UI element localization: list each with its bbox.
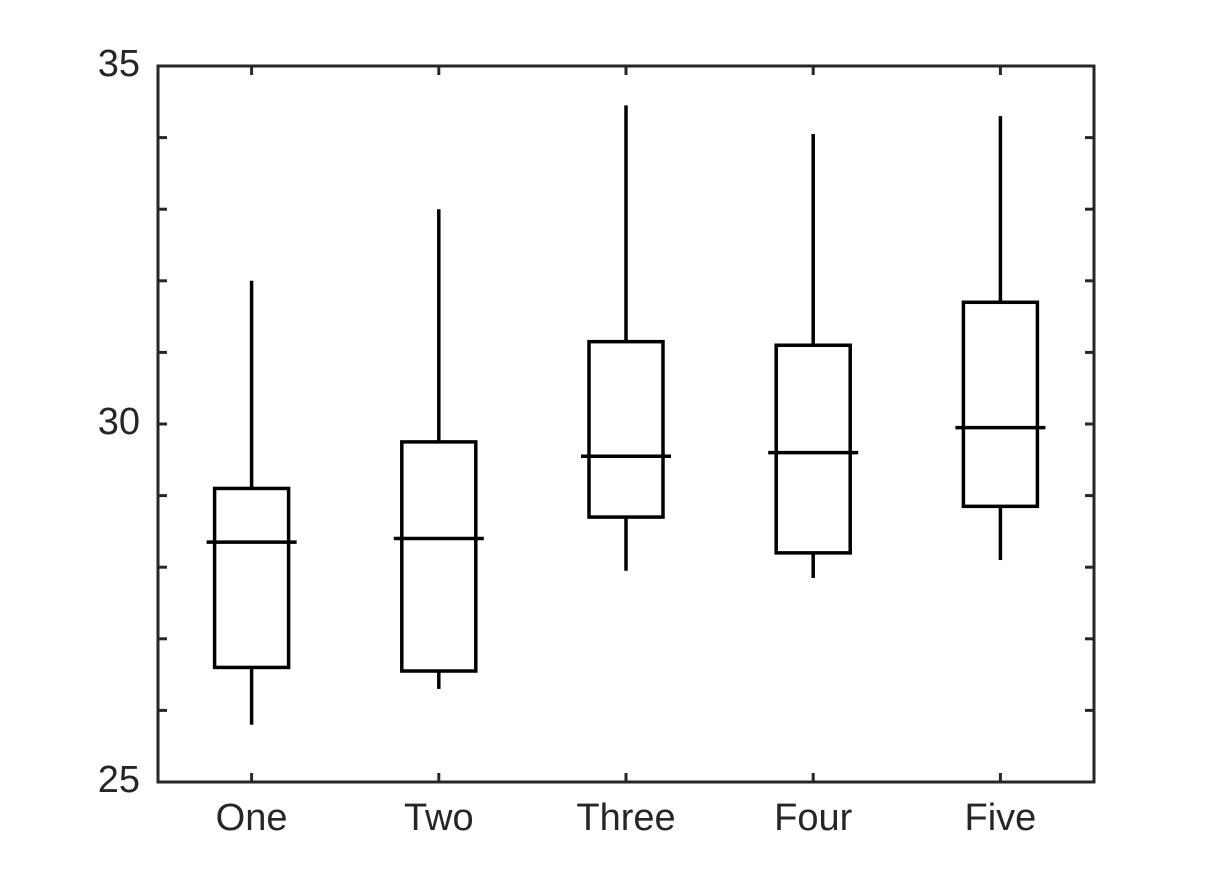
plot-frame — [156, 64, 1096, 784]
x-tick-label: Four — [774, 797, 852, 839]
y-tick-label: 35 — [98, 43, 140, 85]
box-iqr — [587, 339, 665, 519]
x-tick-labels: One Two Three Four Five — [216, 797, 1037, 839]
box-series — [206, 105, 1046, 725]
box-iqr — [400, 440, 478, 673]
y-tick-labels: 25 30 35 — [98, 43, 140, 801]
box-two — [393, 209, 484, 689]
x-tick-label: Three — [576, 797, 675, 839]
y-tick-label: 25 — [98, 759, 140, 801]
box-one — [206, 280, 297, 725]
y-tick-label: 30 — [98, 401, 140, 443]
box-iqr — [212, 486, 291, 670]
box-three — [581, 105, 671, 571]
box-five — [955, 116, 1046, 561]
x-tick-label: Two — [404, 797, 474, 839]
box-four — [768, 134, 859, 578]
box-iqr — [774, 343, 852, 555]
x-tick-label: Five — [965, 797, 1037, 839]
x-tick-label: One — [216, 797, 288, 839]
box-iqr — [961, 300, 1040, 509]
